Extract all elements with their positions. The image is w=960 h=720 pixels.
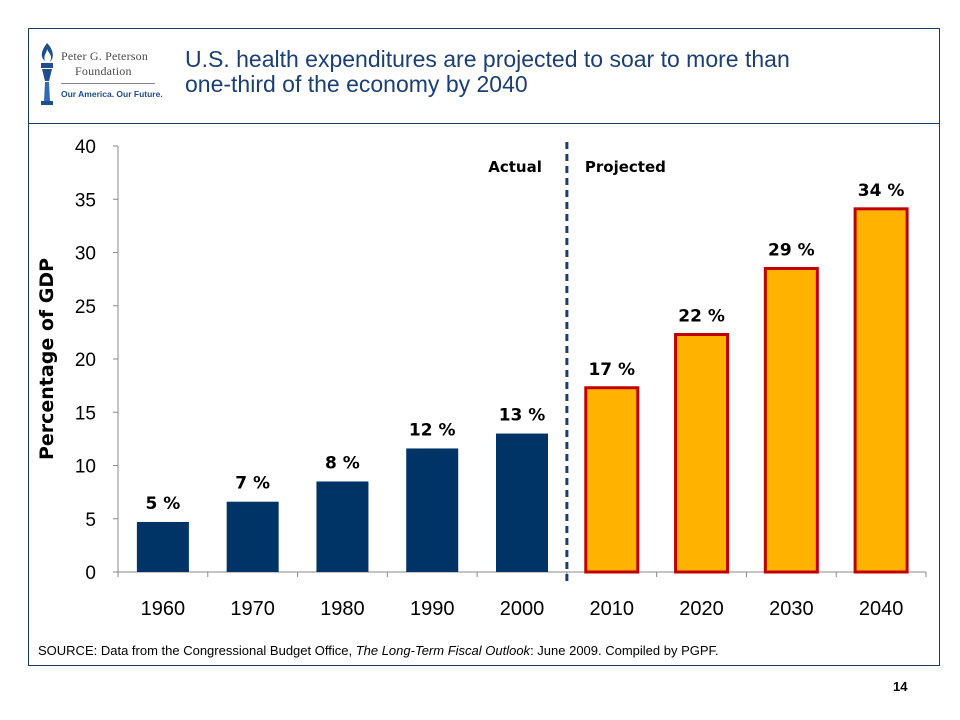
title-line-2: one-third of the economy by 2040 <box>185 71 528 97</box>
source-prefix: SOURCE: Data from the Congressional Budg… <box>38 643 356 658</box>
logo-org-line1: Peter G. Peterson <box>61 49 149 63</box>
category-label-1960: 1960 <box>141 598 186 620</box>
slide-title: U.S. health expenditures are projected t… <box>185 47 925 97</box>
bar-actual-1960 <box>136 521 189 572</box>
data-label-2030: 29 % <box>768 240 815 260</box>
y-tick-label: 10 <box>75 457 96 478</box>
category-label-2030: 2030 <box>769 598 814 620</box>
y-axis-title: Percentage of GDP <box>36 258 58 460</box>
region-label-actual: Actual <box>488 158 542 176</box>
category-label-2000: 2000 <box>500 598 545 620</box>
data-label-2010: 17 % <box>588 360 635 380</box>
source-note: SOURCE: Data from the Congressional Budg… <box>38 643 719 658</box>
bar-actual-2000 <box>496 433 548 572</box>
data-label-1980: 8 % <box>325 453 360 473</box>
y-tick-label: 25 <box>75 297 96 318</box>
y-tick-label: 40 <box>75 137 96 158</box>
data-label-1960: 5 % <box>145 494 180 514</box>
source-publication: The Long-Term Fiscal Outlook <box>355 643 531 658</box>
category-label-2020: 2020 <box>679 598 724 620</box>
bar-projected-2030 <box>763 266 819 574</box>
bar-projected-2010 <box>584 386 640 574</box>
category-label-1990: 1990 <box>410 598 455 620</box>
data-label-2000: 13 % <box>499 406 546 426</box>
region-label-projected: Projected <box>585 158 666 176</box>
data-label-1990: 12 % <box>409 420 456 440</box>
bar-projected-2040 <box>853 207 909 574</box>
title-line-1: U.S. health expenditures are projected t… <box>185 46 790 72</box>
y-tick-label: 35 <box>75 190 96 211</box>
page-number: 14 <box>893 679 908 694</box>
y-tick-label: 20 <box>75 350 96 371</box>
data-label-2040: 34 % <box>858 181 905 201</box>
source-suffix: : June 2009. Compiled by PGPF. <box>530 643 719 658</box>
y-tick-label: 5 <box>85 510 96 531</box>
pgpf-logo: Peter G. Peterson Foundation Our America… <box>35 37 175 117</box>
y-tick-label: 15 <box>75 403 96 424</box>
slide-header: Peter G. Peterson Foundation Our America… <box>28 28 940 124</box>
data-label-2020: 22 % <box>678 307 725 327</box>
chart-frame <box>28 124 940 666</box>
bar-actual-1980 <box>316 481 369 572</box>
category-label-1980: 1980 <box>320 598 365 620</box>
bar-actual-1970 <box>226 501 279 572</box>
logo-tagline: Our America. Our Future. <box>61 89 163 99</box>
data-label-1970: 7 % <box>235 474 270 494</box>
y-tick-label: 0 <box>85 563 96 584</box>
category-label-1970: 1970 <box>230 598 275 620</box>
y-tick-label: 30 <box>75 244 96 265</box>
category-label-2010: 2010 <box>590 598 635 620</box>
bar-projected-2020 <box>674 333 730 574</box>
logo-org-line2: Foundation <box>75 64 132 78</box>
torch-icon <box>41 43 53 105</box>
logo-divider <box>61 83 155 84</box>
bar-actual-1990 <box>406 448 459 572</box>
category-label-2040: 2040 <box>859 598 904 620</box>
